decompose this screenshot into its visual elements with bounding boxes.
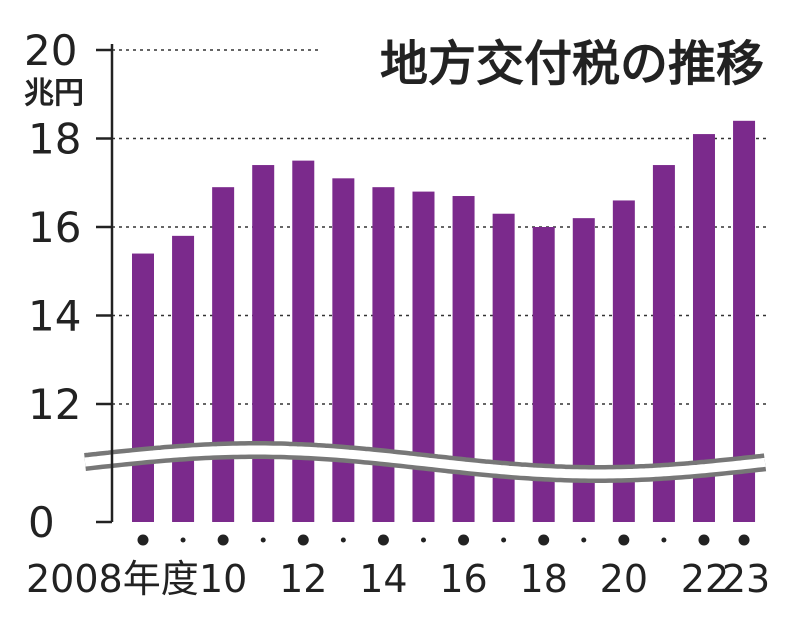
x-tick-marker — [260, 537, 266, 543]
x-tick-label: 16 — [439, 557, 487, 601]
y-tick-labels: 0 12 14 16 18 20 — [24, 26, 81, 547]
bar — [692, 134, 715, 522]
y-unit-label: 兆円 — [24, 76, 84, 111]
x-tick-marker — [340, 537, 346, 543]
x-tick-marker — [180, 537, 186, 543]
x-tick-label: 20 — [600, 557, 648, 601]
axis-break-gap — [84, 445, 766, 479]
y-tick-label: 20 — [24, 26, 77, 75]
bar — [252, 165, 275, 523]
x-tick-marker — [581, 537, 587, 543]
bar — [492, 213, 515, 522]
x-tick-label: 23 — [722, 557, 770, 601]
x-tick-marker — [217, 534, 229, 546]
axis-break — [84, 441, 767, 483]
x-tick-marker — [297, 534, 309, 546]
y-tick-label: 14 — [28, 292, 81, 341]
y-tick-label: 18 — [28, 115, 81, 164]
x-tick-marker — [420, 537, 426, 543]
x-tick-marker — [538, 534, 550, 546]
chart-title: 地方交付税の推移 — [380, 36, 764, 92]
x-tick-marker — [698, 534, 710, 546]
x-tick-label: 22 — [681, 557, 729, 601]
x-tick-marker — [137, 534, 149, 546]
bar — [372, 187, 395, 523]
x-tick-marker — [501, 537, 507, 543]
x-tick-marker — [458, 534, 470, 546]
bar — [292, 160, 315, 522]
x-tick-marker — [618, 534, 630, 546]
x-tick-label: 10 — [199, 557, 247, 601]
x-tick-marker — [661, 537, 667, 543]
bar — [733, 120, 756, 523]
x-tick-label: 12 — [279, 557, 327, 601]
bar — [452, 196, 475, 522]
x-tick-label: 14 — [359, 557, 407, 601]
bar — [212, 187, 235, 523]
bar — [172, 235, 195, 522]
bar — [572, 218, 595, 522]
bar — [412, 191, 435, 522]
y-tick-label: 12 — [28, 380, 81, 429]
axes — [96, 44, 114, 524]
x-tick-marker — [377, 534, 389, 546]
bar — [652, 165, 675, 523]
title-box — [318, 28, 768, 98]
y-tick-label: 16 — [28, 203, 81, 252]
y-tick-label: 0 — [28, 498, 55, 547]
bar — [332, 178, 355, 522]
x-tick-label: 2008年度 — [26, 557, 199, 601]
bar — [132, 253, 154, 523]
bars — [132, 120, 756, 523]
x-tick-marker — [738, 534, 750, 546]
bar — [532, 227, 555, 522]
x-tick-label: 18 — [520, 557, 568, 601]
bar — [612, 200, 635, 522]
